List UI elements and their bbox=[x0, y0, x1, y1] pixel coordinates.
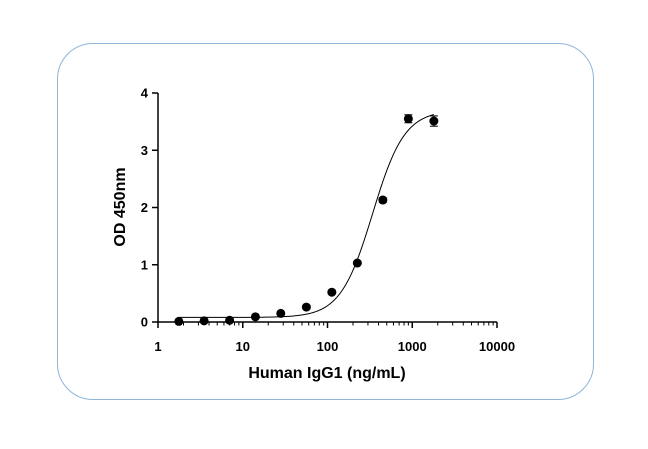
data-point bbox=[250, 312, 260, 322]
data-point bbox=[301, 302, 311, 312]
data-point bbox=[174, 316, 184, 326]
x-ticks: 1 10 100 1000 10000 bbox=[154, 322, 515, 354]
data-point bbox=[378, 195, 388, 205]
data-point bbox=[199, 316, 209, 326]
y-axis-title: OD 450nm bbox=[112, 167, 129, 246]
data-point bbox=[276, 308, 286, 318]
data-point bbox=[327, 287, 337, 297]
error-bars bbox=[378, 114, 438, 203]
x-tick-label: 100 bbox=[317, 339, 339, 354]
x-tick-label: 10000 bbox=[479, 339, 515, 354]
fit-curve bbox=[178, 114, 435, 318]
y-ticks: 0 1 2 3 4 bbox=[141, 86, 158, 330]
data-point bbox=[225, 315, 235, 325]
data-points bbox=[174, 114, 439, 326]
data-point bbox=[403, 114, 413, 124]
chart-frame bbox=[57, 43, 594, 400]
axes bbox=[157, 93, 497, 323]
y-tick-label: 0 bbox=[141, 315, 148, 330]
x-tick-label: 1000 bbox=[398, 339, 427, 354]
x-tick-label: 1 bbox=[154, 339, 161, 354]
data-point bbox=[429, 116, 439, 126]
y-tick-label: 1 bbox=[141, 257, 148, 272]
y-tick-label: 2 bbox=[141, 200, 148, 215]
y-tick-label: 4 bbox=[141, 86, 149, 101]
x-tick-label: 10 bbox=[236, 339, 250, 354]
x-axis-title: Human IgG1 (ng/mL) bbox=[248, 365, 405, 382]
data-point bbox=[352, 258, 362, 268]
y-tick-label: 3 bbox=[141, 143, 148, 158]
